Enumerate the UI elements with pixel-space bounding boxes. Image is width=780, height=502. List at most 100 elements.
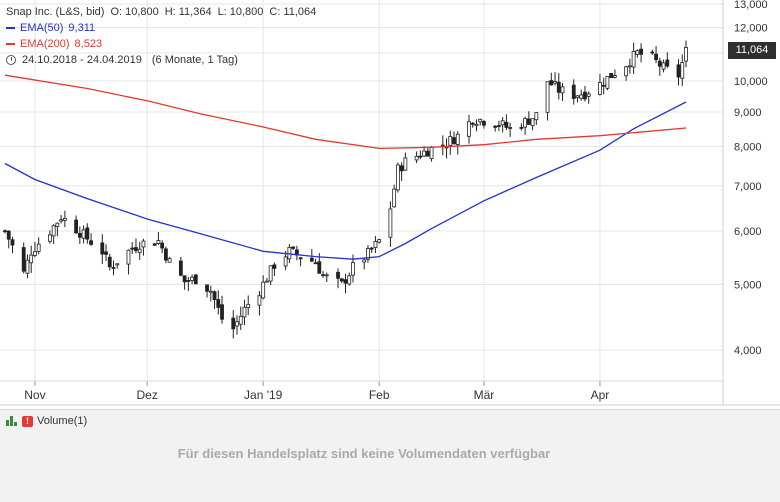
candle-body [497,125,501,127]
candle-body [111,267,116,269]
candle-body [130,247,135,250]
candle-body [467,121,471,137]
candle-body [343,279,348,284]
candle-body [609,73,614,79]
candle-body [560,86,565,94]
candle-body [504,121,509,128]
candle-body [654,53,658,61]
candle-body [534,112,539,121]
candle-body [313,262,318,265]
ema200-value: 8,523 [74,38,103,50]
legend-ema50[interactable]: EMA(50) 9,311 [6,20,316,36]
candle-body [452,137,456,145]
candle-body [519,127,524,129]
ema200-swatch [6,43,15,45]
candle-body [208,290,213,293]
x-tick-label: Mär [474,388,495,402]
candle-body [586,93,591,97]
series-line-ema50 [4,101,687,260]
y-tick-label: 4,000 [734,345,762,357]
candle-body [556,81,561,93]
volume-header[interactable]: ! Volume(1) [6,415,87,427]
candle-body [530,118,535,127]
candle-body [676,64,681,78]
candle-body [3,230,7,233]
candle-body [298,257,303,260]
candle-body [81,229,86,239]
candle-body [657,60,662,67]
candle-body [77,233,82,238]
candle-body [403,157,408,171]
candle-body [126,249,131,265]
candle-body [178,260,183,276]
legend-period-row: 24.10.2018 - 24.04.2019 (6 Monate, 1 Tag… [6,52,316,68]
candle-body [6,230,11,240]
x-tick-label: Jan '19 [244,388,283,402]
ohlc-open: 10,800 [125,6,159,18]
candle-body [268,265,273,282]
candle-body [74,219,78,234]
candle-body [392,188,397,208]
y-tick-label: 5,000 [734,280,762,292]
y-tick-label: 13,000 [734,0,768,11]
volume-message: Für diesen Handelsplatz sind keine Volum… [177,446,551,461]
candle-body [395,164,400,191]
ohlc-high-label: H: [164,6,176,18]
ohlc-open-label: O: [110,6,123,18]
y-tick-label: 6,000 [734,226,762,238]
candle-body [246,303,251,308]
date-range: 24.10.2018 - 24.04.2019 [22,54,142,66]
candle-body [25,259,30,274]
ema-lines [4,74,687,260]
candle-body [235,321,239,327]
candle-body [508,126,513,129]
candle-body [216,299,221,308]
candle-body [684,47,688,62]
candle-body [163,248,168,261]
candle-body [167,258,172,263]
candle-body [635,50,640,55]
candle-body [680,62,685,79]
candle-body [261,281,266,299]
candle-body [59,219,64,222]
candle-body [347,275,352,285]
candle-body [89,240,93,245]
candle-body [526,118,531,125]
candle-body [500,120,505,126]
candle-body [100,242,105,255]
candle-body [388,208,393,238]
candle-body [107,256,112,268]
ohlc-close-label: C: [269,6,281,18]
candle-body [160,242,165,249]
candle-body [377,239,382,243]
x-tick-label: Feb [369,388,390,402]
candle-body [631,51,636,68]
instrument-title: Snap Inc. (L&S, bid) [6,6,105,18]
candle-body [418,155,423,158]
candle-body [553,81,557,84]
candle-body [287,247,292,260]
candle-body [575,95,580,99]
candle-body [482,121,486,126]
candle-body [134,247,138,251]
candle-body [351,262,355,276]
ohlc-low: 10,800 [229,6,264,18]
y-tick-label: 9,000 [734,107,762,119]
legend-ema200[interactable]: EMA(200) 8,523 [6,36,316,52]
candle-body [51,225,56,237]
ohlc-close: 11,064 [283,6,317,18]
candle-body [156,240,161,244]
candle-body [339,278,344,282]
candle-body [369,247,374,250]
chart-legend: Snap Inc. (L&S, bid) O: 10,800 H: 11,364… [6,4,316,68]
candle-body [627,65,632,68]
candle-body [62,218,67,221]
candle-body [661,62,666,70]
candle-body [257,295,262,306]
candle-body [470,122,475,125]
candle-body [33,251,37,256]
x-tick-label: Nov [24,388,45,402]
candle-body [650,51,655,54]
candle-body [373,241,378,248]
